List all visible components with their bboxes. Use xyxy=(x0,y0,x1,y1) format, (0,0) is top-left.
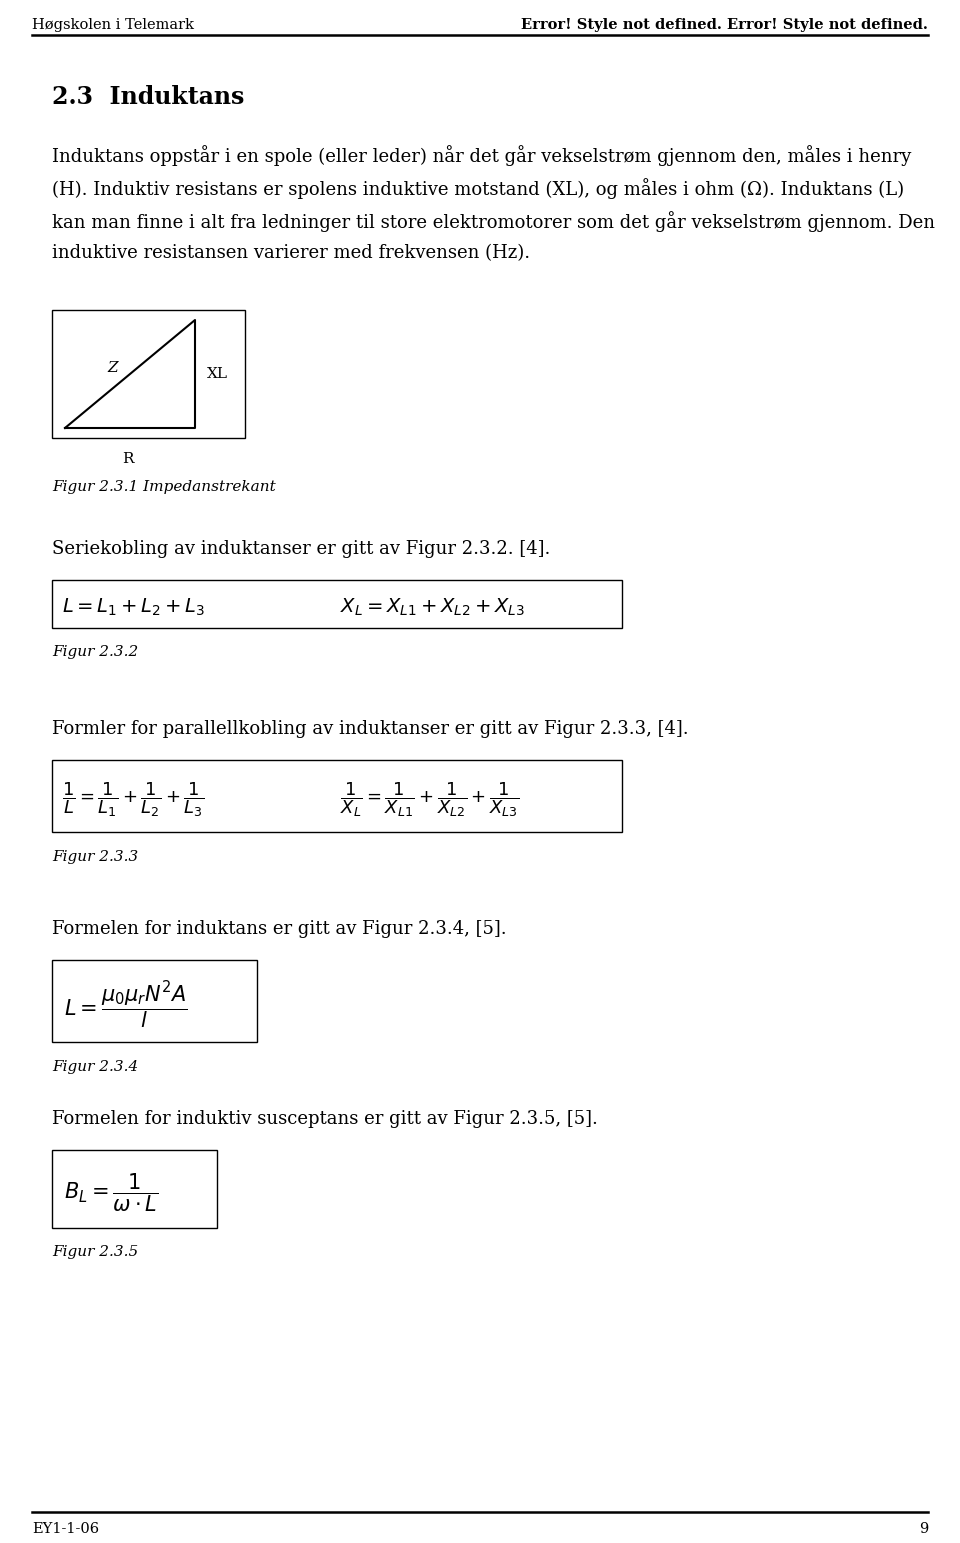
Text: $B_L = \dfrac{1}{\omega \cdot L}$: $B_L = \dfrac{1}{\omega \cdot L}$ xyxy=(64,1171,158,1214)
Text: Induktans oppstår i en spole (eller leder) når det går vekselstrøm gjennom den, : Induktans oppstår i en spole (eller lede… xyxy=(52,145,911,167)
Text: kan man finne i alt fra ledninger til store elektromotorer som det går vekselstr: kan man finne i alt fra ledninger til st… xyxy=(52,211,935,231)
Bar xyxy=(52,310,245,438)
Text: EY1-1-06: EY1-1-06 xyxy=(32,1521,99,1535)
Text: Figur 2.3.2: Figur 2.3.2 xyxy=(52,645,138,659)
Text: XL: XL xyxy=(207,367,228,381)
Text: Formler for parallellkobling av induktanser er gitt av Figur 2.3.3, [4].: Formler for parallellkobling av induktan… xyxy=(52,721,688,738)
Text: $L = L_1 + L_2 + L_3$: $L = L_1 + L_2 + L_3$ xyxy=(62,596,205,617)
Text: $\dfrac{1}{X_L} = \dfrac{1}{X_{L1}} + \dfrac{1}{X_{L2}} + \dfrac{1}{X_{L3}}$: $\dfrac{1}{X_L} = \dfrac{1}{X_{L1}} + \d… xyxy=(340,781,519,819)
Bar xyxy=(52,1150,217,1228)
Text: Figur 2.3.4: Figur 2.3.4 xyxy=(52,1060,138,1074)
Text: induktive resistansen varierer med frekvensen (Hz).: induktive resistansen varierer med frekv… xyxy=(52,244,530,262)
Text: 2.3  Induktans: 2.3 Induktans xyxy=(52,85,245,110)
Bar xyxy=(52,580,622,628)
Text: Z: Z xyxy=(108,361,118,375)
Text: $\dfrac{1}{L} = \dfrac{1}{L_1} + \dfrac{1}{L_2} + \dfrac{1}{L_3}$: $\dfrac{1}{L} = \dfrac{1}{L_1} + \dfrac{… xyxy=(62,781,204,819)
Text: (H). Induktiv resistans er spolens induktive motstand (XL), og måles i ohm (Ω). : (H). Induktiv resistans er spolens induk… xyxy=(52,177,904,199)
Text: Formelen for induktiv susceptans er gitt av Figur 2.3.5, [5].: Formelen for induktiv susceptans er gitt… xyxy=(52,1109,598,1128)
Bar xyxy=(52,761,622,832)
Text: $L = \dfrac{\mu_0 \mu_r N^2 A}{l}$: $L = \dfrac{\mu_0 \mu_r N^2 A}{l}$ xyxy=(64,980,187,1031)
Text: Figur 2.3.5: Figur 2.3.5 xyxy=(52,1245,138,1259)
Text: Seriekobling av induktanser er gitt av Figur 2.3.2. [4].: Seriekobling av induktanser er gitt av F… xyxy=(52,540,550,559)
Text: 9: 9 xyxy=(919,1521,928,1535)
Text: Formelen for induktans er gitt av Figur 2.3.4, [5].: Formelen for induktans er gitt av Figur … xyxy=(52,920,507,938)
Text: Error! Style not defined. Error! Style not defined.: Error! Style not defined. Error! Style n… xyxy=(521,19,928,32)
Bar xyxy=(52,960,257,1042)
Text: Figur 2.3.3: Figur 2.3.3 xyxy=(52,850,138,864)
Text: $X_L = X_{L1} + X_{L2} + X_{L3}$: $X_L = X_{L1} + X_{L2} + X_{L3}$ xyxy=(340,596,525,617)
Text: R: R xyxy=(122,452,133,466)
Text: Høgskolen i Telemark: Høgskolen i Telemark xyxy=(32,19,194,32)
Text: Figur 2.3.1 Impedanstrekant: Figur 2.3.1 Impedanstrekant xyxy=(52,480,276,494)
